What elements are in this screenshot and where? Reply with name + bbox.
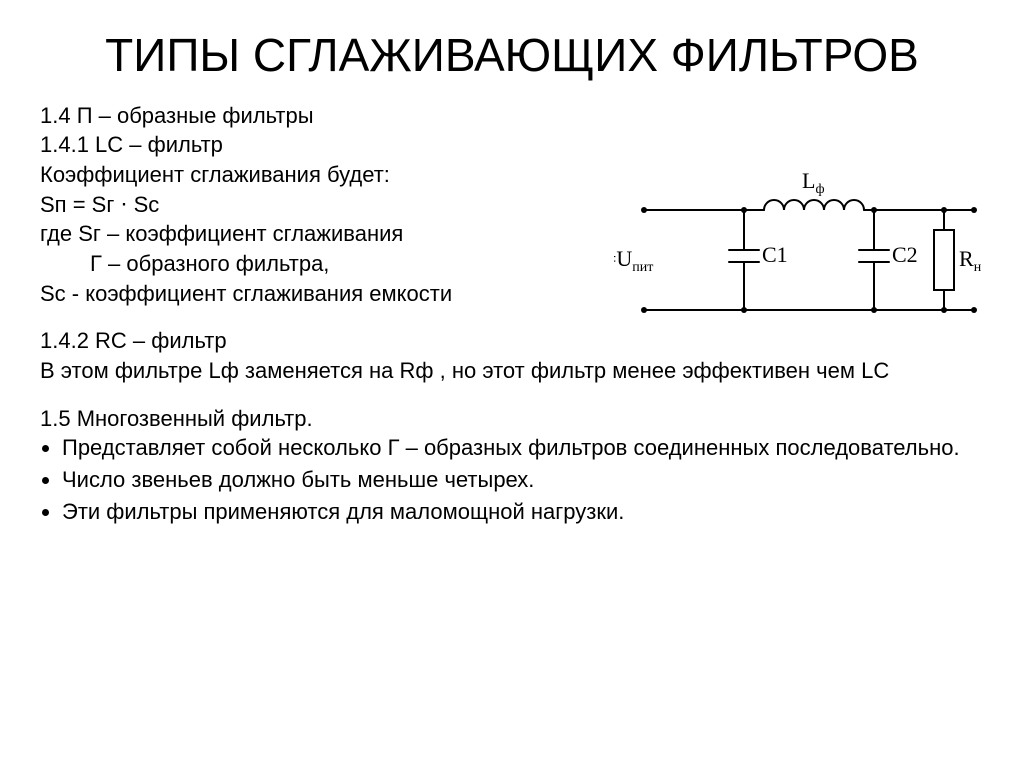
line-5: где Sг – коэффициент сглаживания [40,219,640,249]
bullet-1: Представляет собой несколько Г – образны… [62,433,980,465]
label-c1: C1 [762,242,788,267]
slide-title: ТИПЫ СГЛАЖИВАЮЩИХ ФИЛЬТРОВ [40,30,984,81]
label-rn: Rн [959,246,982,275]
label-uin: =Uпит [614,246,653,275]
circuit-diagram: =Uпит Lф C1 C2 Rн [614,170,994,340]
line-4: Sп = Sг ⋅ Sс [40,190,640,220]
bullet-3: Эти фильтры применяются для маломощной н… [62,497,980,529]
bullet-2: Число звеньев должно быть меньше четырех… [62,465,980,497]
section-1-4: 1.4 П – образные фильтры 1.4.1 LC – филь… [40,101,640,279]
bullet-list: Представляет собой несколько Г – образны… [62,433,980,528]
line-1: 1.4 П – образные фильтры [40,101,640,131]
label-lf: Lф [802,170,825,197]
label-c2: C2 [892,242,918,267]
line-9: В этом фильтре Lф заменяется на Rф , но … [40,356,980,386]
line-3: Коэффициент сглаживания будет: [40,160,640,190]
line-6: Г – образного фильтра, [40,249,640,279]
line-2: 1.4.1 LC – фильтр [40,130,640,160]
line-10: 1.5 Многозвенный фильтр. [40,404,980,434]
